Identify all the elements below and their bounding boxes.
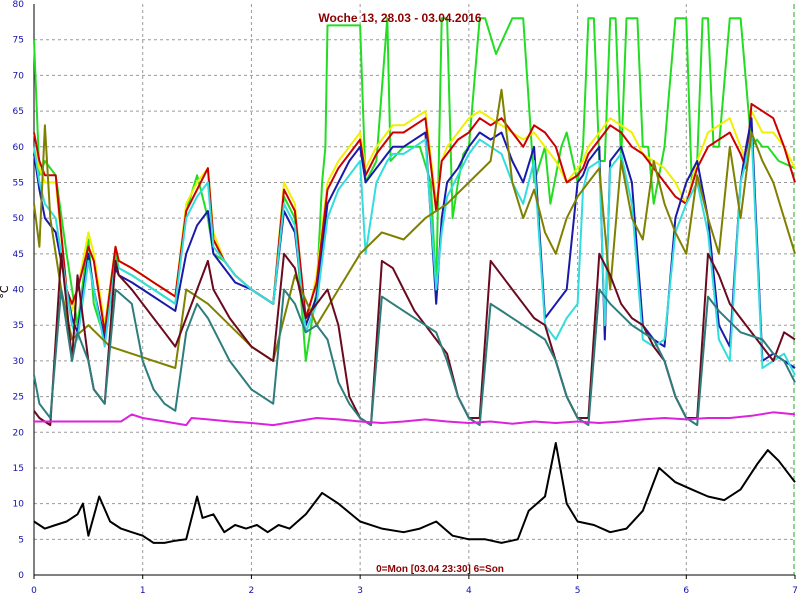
- x-tick-label: 1: [140, 586, 146, 596]
- x-tick-label: 4: [466, 586, 472, 596]
- y-tick-label: 70: [13, 71, 25, 81]
- y-tick-label: 40: [13, 286, 25, 296]
- series-line-10: [33, 442, 796, 544]
- x-tick-label: 3: [357, 586, 363, 596]
- x-tick-label: 2: [249, 586, 255, 596]
- y-tick-label: 45: [13, 250, 24, 260]
- y-tick-label: 50: [13, 214, 25, 224]
- series-line-3: [33, 102, 796, 334]
- y-tick-label: 55: [13, 178, 24, 188]
- x-tick-label: 0: [31, 586, 37, 596]
- y-tick-label: 10: [13, 500, 25, 510]
- y-tick-label: 25: [13, 393, 24, 403]
- y-tick-label: 75: [13, 36, 24, 46]
- y-axis-label: °C: [0, 285, 11, 299]
- y-tick-label: 65: [13, 107, 24, 117]
- series-line-6: [33, 88, 796, 369]
- series-line-4: [33, 117, 796, 369]
- series-layer: [33, 17, 796, 544]
- y-tick-label: 0: [18, 571, 24, 581]
- x-tick-label: 5: [575, 586, 581, 596]
- series-line-8: [33, 288, 796, 427]
- y-tick-label: 60: [13, 143, 25, 153]
- x-tick-label: 6: [683, 586, 689, 596]
- chart-title: Woche 13, 28.03 - 03.04.2016: [318, 11, 482, 25]
- series-line-5: [33, 131, 796, 376]
- x-tick-label: 7: [792, 586, 798, 596]
- y-tick-label: 35: [13, 321, 24, 331]
- y-tick-label: 30: [13, 357, 25, 367]
- y-tick-label: 15: [13, 464, 24, 474]
- y-tick-label: 80: [13, 0, 25, 10]
- series-line-9: [34, 411, 796, 427]
- grid-layer: [34, 4, 795, 575]
- y-tick-label: 20: [13, 428, 25, 438]
- x-axis-label: 0=Mon [03.04 23:30] 6=Son: [376, 564, 504, 575]
- y-tick-label: 5: [18, 535, 24, 545]
